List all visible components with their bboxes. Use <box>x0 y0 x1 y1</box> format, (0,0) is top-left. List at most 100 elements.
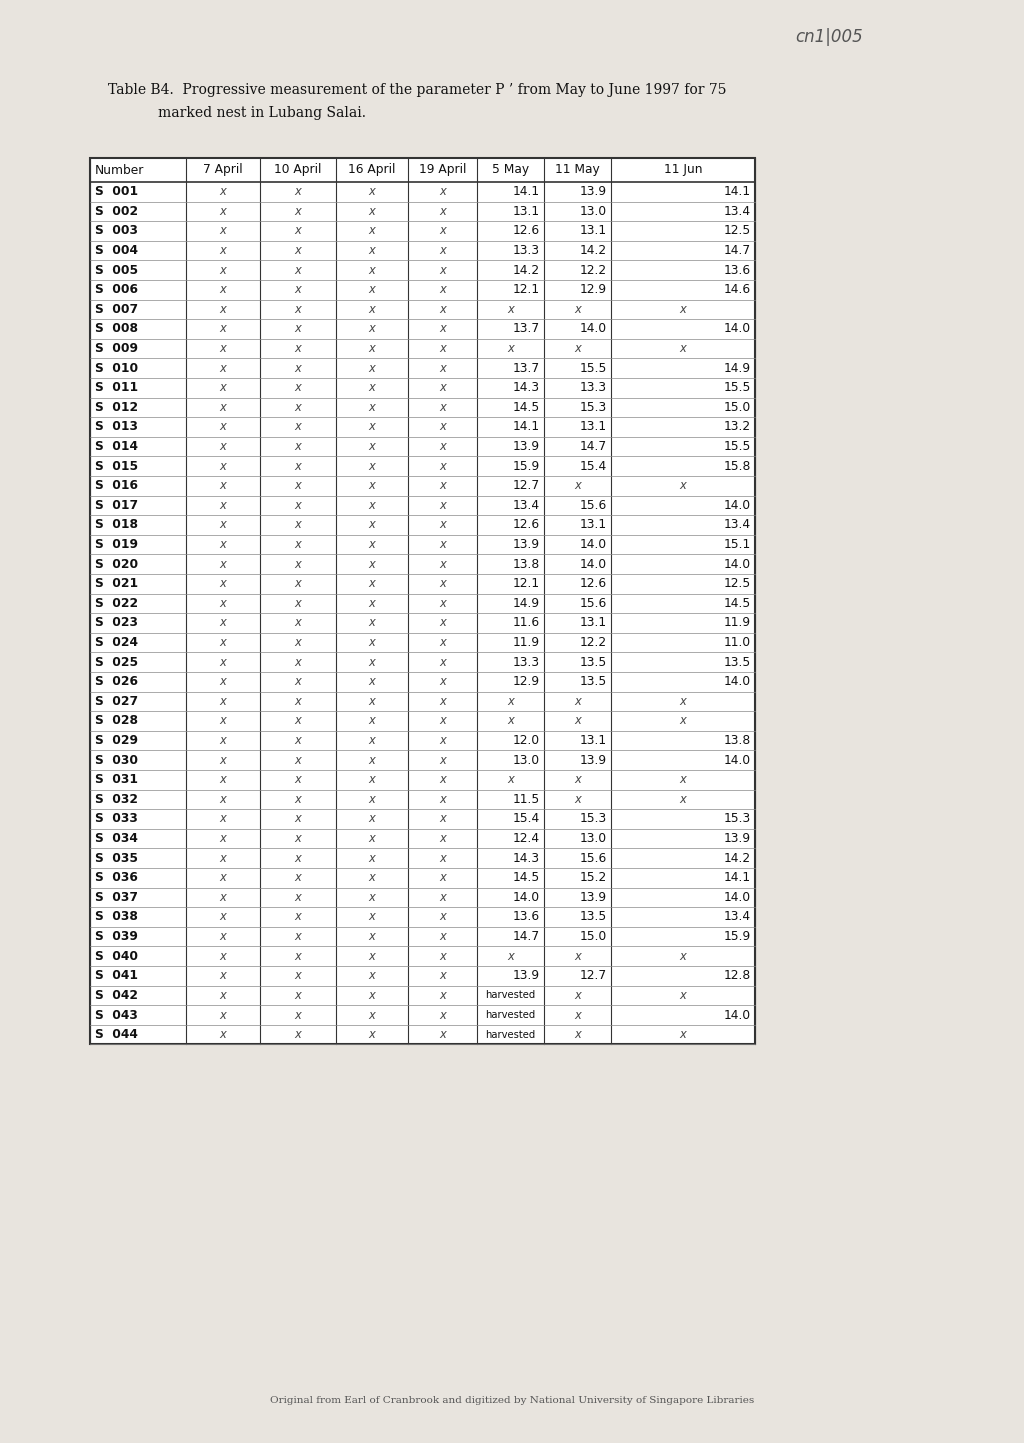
Text: 14.3: 14.3 <box>513 381 541 394</box>
Text: x: x <box>219 636 226 649</box>
Text: 15.5: 15.5 <box>724 381 751 394</box>
Text: 12.2: 12.2 <box>580 264 606 277</box>
Text: 13.9: 13.9 <box>580 753 606 766</box>
Text: x: x <box>219 792 226 805</box>
Text: x: x <box>369 636 376 649</box>
Text: x: x <box>369 538 376 551</box>
Text: x: x <box>295 460 301 473</box>
Text: 12.5: 12.5 <box>724 577 751 590</box>
Text: x: x <box>219 225 226 238</box>
Text: S  020: S 020 <box>95 557 138 570</box>
Text: x: x <box>295 1027 301 1040</box>
Text: x: x <box>295 890 301 903</box>
Text: 11.9: 11.9 <box>513 636 541 649</box>
Text: x: x <box>219 420 226 433</box>
Text: cn1|005: cn1|005 <box>795 27 863 46</box>
Text: x: x <box>369 734 376 747</box>
Text: x: x <box>295 911 301 924</box>
Text: x: x <box>574 696 581 709</box>
Text: x: x <box>219 988 226 1001</box>
Text: x: x <box>574 303 581 316</box>
Text: x: x <box>295 714 301 727</box>
Text: 14.1: 14.1 <box>724 872 751 885</box>
Text: 13.0: 13.0 <box>513 753 541 766</box>
Text: x: x <box>219 911 226 924</box>
Text: x: x <box>295 812 301 825</box>
Text: 14.0: 14.0 <box>580 538 606 551</box>
Text: S  029: S 029 <box>95 734 138 747</box>
Text: x: x <box>439 833 445 846</box>
Text: x: x <box>574 1009 581 1022</box>
Text: x: x <box>219 696 226 709</box>
Text: S  039: S 039 <box>95 931 138 944</box>
Text: x: x <box>439 440 445 453</box>
Text: 14.1: 14.1 <box>513 185 541 198</box>
Text: S  022: S 022 <box>95 597 138 610</box>
Text: x: x <box>295 479 301 492</box>
Text: S  008: S 008 <box>95 322 138 336</box>
Text: 13.1: 13.1 <box>580 420 606 433</box>
Text: x: x <box>219 734 226 747</box>
Text: 12.9: 12.9 <box>513 675 541 688</box>
Text: x: x <box>219 1027 226 1040</box>
Text: x: x <box>369 577 376 590</box>
Text: x: x <box>295 988 301 1001</box>
Text: 15.9: 15.9 <box>724 931 751 944</box>
Text: x: x <box>507 342 514 355</box>
Text: x: x <box>574 342 581 355</box>
Text: x: x <box>439 401 445 414</box>
Text: x: x <box>680 949 686 962</box>
Text: x: x <box>680 479 686 492</box>
Text: x: x <box>439 931 445 944</box>
Text: 11 May: 11 May <box>555 163 600 176</box>
Text: x: x <box>507 714 514 727</box>
Text: 15.3: 15.3 <box>580 812 606 825</box>
Bar <box>90 157 755 182</box>
Text: 13.8: 13.8 <box>724 734 751 747</box>
Text: x: x <box>507 696 514 709</box>
Text: 12.6: 12.6 <box>580 577 606 590</box>
Text: 14.7: 14.7 <box>724 244 751 257</box>
Text: 14.5: 14.5 <box>724 597 751 610</box>
Text: S  035: S 035 <box>95 851 138 864</box>
Text: S  034: S 034 <box>95 833 138 846</box>
Text: 12.7: 12.7 <box>513 479 541 492</box>
Text: 12.2: 12.2 <box>580 636 606 649</box>
Text: 15.4: 15.4 <box>580 460 606 473</box>
Text: 13.9: 13.9 <box>580 890 606 903</box>
Text: x: x <box>219 518 226 531</box>
Text: 19 April: 19 April <box>419 163 466 176</box>
Text: S  036: S 036 <box>95 872 138 885</box>
Text: x: x <box>369 851 376 864</box>
Text: x: x <box>219 283 226 296</box>
Text: 14.0: 14.0 <box>724 557 751 570</box>
Text: 12.0: 12.0 <box>513 734 541 747</box>
Text: x: x <box>369 988 376 1001</box>
Text: x: x <box>369 812 376 825</box>
Text: S  032: S 032 <box>95 792 138 805</box>
Text: x: x <box>219 833 226 846</box>
Text: S  016: S 016 <box>95 479 138 492</box>
Text: x: x <box>219 1009 226 1022</box>
Text: x: x <box>439 460 445 473</box>
Text: x: x <box>295 577 301 590</box>
Text: x: x <box>295 931 301 944</box>
Text: 14.0: 14.0 <box>513 890 541 903</box>
Text: x: x <box>295 342 301 355</box>
Text: x: x <box>439 499 445 512</box>
Text: x: x <box>439 205 445 218</box>
Text: 15.5: 15.5 <box>724 440 751 453</box>
Text: S  006: S 006 <box>95 283 138 296</box>
Text: x: x <box>369 460 376 473</box>
Text: 13.1: 13.1 <box>580 616 606 629</box>
Text: 13.4: 13.4 <box>513 499 541 512</box>
Text: 14.2: 14.2 <box>513 264 541 277</box>
Text: x: x <box>369 303 376 316</box>
Text: x: x <box>295 225 301 238</box>
Text: S  021: S 021 <box>95 577 138 590</box>
Text: 16 April: 16 April <box>348 163 395 176</box>
Text: x: x <box>439 283 445 296</box>
Text: S  038: S 038 <box>95 911 138 924</box>
Text: x: x <box>295 833 301 846</box>
Text: x: x <box>369 557 376 570</box>
